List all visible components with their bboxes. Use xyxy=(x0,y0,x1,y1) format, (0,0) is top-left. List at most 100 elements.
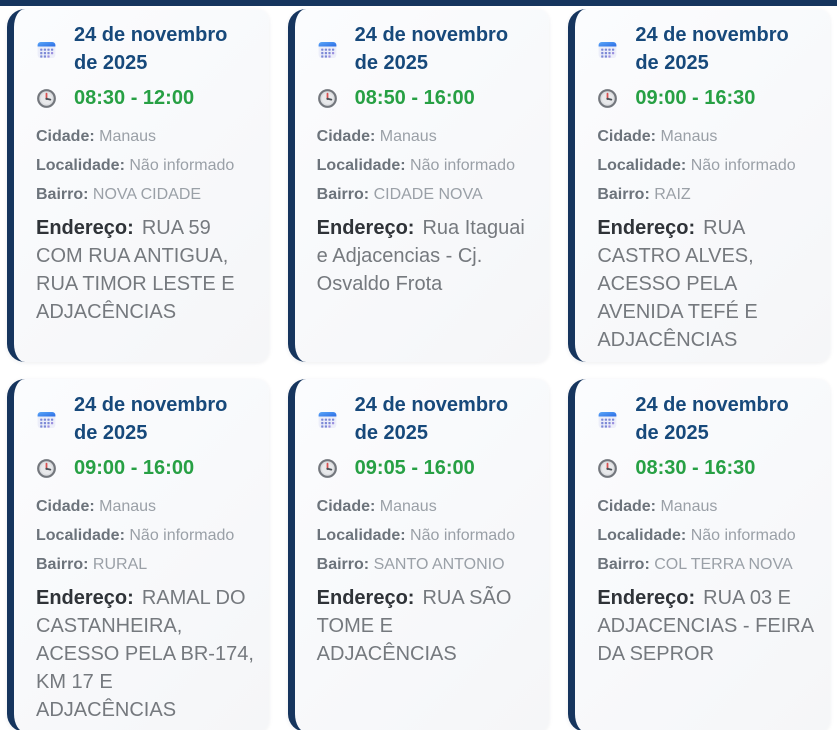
locality-line: Localidade: Não informado xyxy=(597,526,816,546)
address-value: RUA SÃO TOME E ADJACÊNCIAS xyxy=(316,587,512,665)
card-time: 09:00 - 16:00 xyxy=(74,457,195,479)
clock-icon xyxy=(317,458,338,479)
city-line: Cidade: Manaus xyxy=(597,497,816,517)
neighborhood-value: COL TERRA NOVA xyxy=(654,556,793,573)
date-row: 24 de novembro de 2025 xyxy=(597,391,816,447)
address-value: RUA 59 COM RUA ANTIGUA, RUA TIMOR LESTE … xyxy=(36,217,235,323)
address-line: Endereço: RAMAL DO CASTANHEIRA, ACESSO PE… xyxy=(36,584,255,724)
card-time: 09:00 - 16:30 xyxy=(635,87,756,109)
clock-icon xyxy=(36,458,57,479)
neighborhood-label: Bairro: xyxy=(36,186,89,203)
card-date: 24 de novembro de 2025 xyxy=(74,394,228,444)
city-line: Cidade: Manaus xyxy=(317,497,536,517)
city-value: Manaus xyxy=(379,128,437,145)
address-label: Endereço: xyxy=(36,217,134,239)
clock-icon xyxy=(36,88,57,109)
city-label: Cidade: xyxy=(36,128,95,145)
card-time: 09:05 - 16:00 xyxy=(354,457,475,479)
schedule-card[interactable]: 24 de novembro de 2025 08:30 - 16:30 Cid… xyxy=(568,379,830,730)
city-value: Manaus xyxy=(99,498,157,515)
card-date: 24 de novembro de 2025 xyxy=(635,24,789,74)
city-line: Cidade: Manaus xyxy=(317,127,536,147)
locality-label: Localidade: xyxy=(36,527,125,544)
address-label: Endereço: xyxy=(316,587,415,609)
clock-icon xyxy=(317,88,338,109)
neighborhood-value: SANTO ANTONIO xyxy=(373,556,505,573)
locality-value: Não informado xyxy=(129,527,235,544)
calendar-icon xyxy=(597,39,618,60)
neighborhood-label: Bairro: xyxy=(36,556,89,573)
date-row: 24 de novembro de 2025 xyxy=(597,21,816,77)
locality-line: Localidade: Não informado xyxy=(317,156,536,176)
card-time: 08:30 - 12:00 xyxy=(74,87,195,109)
locality-value: Não informado xyxy=(410,157,515,174)
city-value: Manaus xyxy=(379,498,437,515)
locality-value: Não informado xyxy=(690,527,796,544)
locality-value: Não informado xyxy=(129,157,235,174)
address-value: Rua Itaguai e Adjacencias - Cj. Osvaldo … xyxy=(316,217,525,295)
city-value: Manaus xyxy=(660,128,718,145)
clock-icon xyxy=(597,88,618,109)
locality-line: Localidade: Não informado xyxy=(36,526,255,546)
address-value: RUA CASTRO ALVES, ACESSO PELA AVENIDA TE… xyxy=(597,217,758,351)
clock-icon xyxy=(597,458,618,479)
calendar-icon xyxy=(597,409,618,430)
date-row: 24 de novembro de 2025 xyxy=(36,391,255,447)
neighborhood-value: RAIZ xyxy=(654,186,691,203)
locality-line: Localidade: Não informado xyxy=(597,156,816,176)
neighborhood-label: Bairro: xyxy=(597,186,650,203)
locality-line: Localidade: Não informado xyxy=(317,526,536,546)
card-date: 24 de novembro de 2025 xyxy=(354,24,509,74)
address-label: Endereço: xyxy=(597,587,696,609)
address-label: Endereço: xyxy=(36,587,134,609)
locality-label: Localidade: xyxy=(597,157,687,174)
card-time: 08:50 - 16:00 xyxy=(354,87,475,109)
schedule-card[interactable]: 24 de novembro de 2025 09:00 - 16:30 Cid… xyxy=(568,9,830,362)
city-line: Cidade: Manaus xyxy=(36,127,255,147)
neighborhood-value: NOVA CIDADE xyxy=(92,186,202,203)
time-row: 08:50 - 16:00 xyxy=(317,85,536,111)
schedule-card[interactable]: 24 de novembro de 2025 08:50 - 16:00 Cid… xyxy=(287,9,550,362)
calendar-icon xyxy=(317,409,338,430)
city-label: Cidade: xyxy=(316,498,376,515)
address-line: Endereço: RUA SÃO TOME E ADJACÊNCIAS xyxy=(317,584,536,668)
locality-label: Localidade: xyxy=(36,157,125,174)
calendar-icon xyxy=(36,39,57,60)
neighborhood-line: Bairro: RURAL xyxy=(36,555,255,575)
time-row: 08:30 - 12:00 xyxy=(36,85,255,111)
address-value: RAMAL DO CASTANHEIRA, ACESSO PELA BR-174… xyxy=(36,587,254,721)
top-bar xyxy=(0,0,837,6)
schedule-card[interactable]: 24 de novembro de 2025 08:30 - 12:00 Cid… xyxy=(7,9,269,362)
city-label: Cidade: xyxy=(316,128,376,145)
date-row: 24 de novembro de 2025 xyxy=(317,391,536,447)
neighborhood-label: Bairro: xyxy=(597,556,650,573)
date-row: 24 de novembro de 2025 xyxy=(36,21,255,77)
address-line: Endereço: RUA 03 E ADJACENCIAS - FEIRA DA… xyxy=(597,584,816,668)
neighborhood-line: Bairro: CIDADE NOVA xyxy=(317,185,536,205)
city-line: Cidade: Manaus xyxy=(597,127,816,147)
calendar-icon xyxy=(317,39,338,60)
city-label: Cidade: xyxy=(597,498,656,515)
address-line: Endereço: RUA CASTRO ALVES, ACESSO PELA A… xyxy=(597,214,816,354)
address-line: Endereço: Rua Itaguai e Adjacencias - Cj.… xyxy=(317,214,536,298)
card-date: 24 de novembro de 2025 xyxy=(74,24,228,74)
neighborhood-line: Bairro: COL TERRA NOVA xyxy=(597,555,816,575)
locality-value: Não informado xyxy=(690,157,796,174)
city-label: Cidade: xyxy=(36,498,95,515)
schedule-card[interactable]: 24 de novembro de 2025 09:00 - 16:00 Cid… xyxy=(7,379,269,730)
neighborhood-line: Bairro: SANTO ANTONIO xyxy=(317,555,536,575)
time-row: 09:00 - 16:00 xyxy=(36,455,255,481)
address-value: RUA 03 E ADJACENCIAS - FEIRA DA SEPROR xyxy=(597,587,813,665)
neighborhood-label: Bairro: xyxy=(316,556,370,573)
cards-grid: 24 de novembro de 2025 08:30 - 12:00 Cid… xyxy=(7,9,830,730)
locality-line: Localidade: Não informado xyxy=(36,156,255,176)
address-label: Endereço: xyxy=(316,217,415,239)
address-line: Endereço: RUA 59 COM RUA ANTIGUA, RUA TIM… xyxy=(36,214,255,326)
neighborhood-value: RURAL xyxy=(92,556,148,573)
city-line: Cidade: Manaus xyxy=(36,497,255,517)
schedule-card[interactable]: 24 de novembro de 2025 09:05 - 16:00 Cid… xyxy=(287,379,550,730)
city-label: Cidade: xyxy=(597,128,656,145)
locality-value: Não informado xyxy=(410,527,515,544)
neighborhood-line: Bairro: RAIZ xyxy=(597,185,816,205)
card-date: 24 de novembro de 2025 xyxy=(635,394,789,444)
